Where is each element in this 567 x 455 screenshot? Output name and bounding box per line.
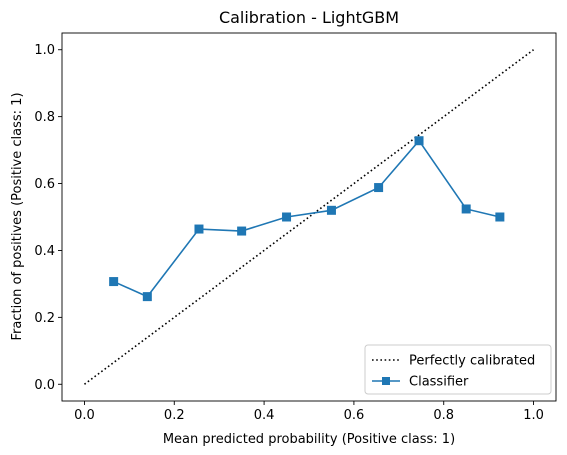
classifier-point <box>194 224 204 234</box>
x-tick-label: 0.0 <box>74 408 95 423</box>
classifier-point <box>109 277 119 287</box>
legend-label: Perfectly calibrated <box>409 354 535 369</box>
legend-swatch-marker <box>382 377 390 385</box>
x-tick-label: 0.2 <box>164 408 185 423</box>
classifier-point <box>461 204 471 214</box>
y-tick-label: 0.0 <box>34 378 55 393</box>
classifier-point <box>282 212 292 222</box>
axes-layer: 0.0 0.2 0.4 0.6 0.8 1.0 0.0 0.2 0.4 0.6 0.8 1.0 <box>34 32 557 423</box>
series-layer <box>83 49 535 385</box>
classifier-line <box>113 139 501 298</box>
x-axis-label: Mean predicted probability (Positive cla… <box>163 432 455 447</box>
x-tick-label: 1.0 <box>523 408 544 423</box>
x-tick-label: 0.8 <box>433 408 454 423</box>
y-tick-label: 1.0 <box>34 43 55 58</box>
legend-box <box>364 344 552 395</box>
classifier-point <box>374 183 384 193</box>
y-tick-label: 0.6 <box>34 177 55 192</box>
y-axis-label: Fraction of positives (Positive class: 1… <box>10 92 25 340</box>
classifier-point <box>495 212 505 222</box>
legend: Perfectly calibrated Classifier <box>364 344 552 395</box>
plot-frame <box>61 32 557 402</box>
classifier-point <box>414 136 424 146</box>
legend-label: Classifier <box>409 375 469 390</box>
x-tick-label: 0.6 <box>344 408 365 423</box>
y-tick-label: 0.2 <box>34 311 55 326</box>
x-tick-label: 0.4 <box>254 408 275 423</box>
y-tick-label: 0.8 <box>34 110 55 125</box>
classifier-point <box>326 205 336 215</box>
classifier-point <box>142 292 152 302</box>
classifier-point <box>237 226 247 236</box>
perfectly-calibrated-line <box>83 49 535 385</box>
y-tick-label: 0.4 <box>34 244 55 259</box>
chart-title: Calibration - LightGBM <box>219 8 399 27</box>
